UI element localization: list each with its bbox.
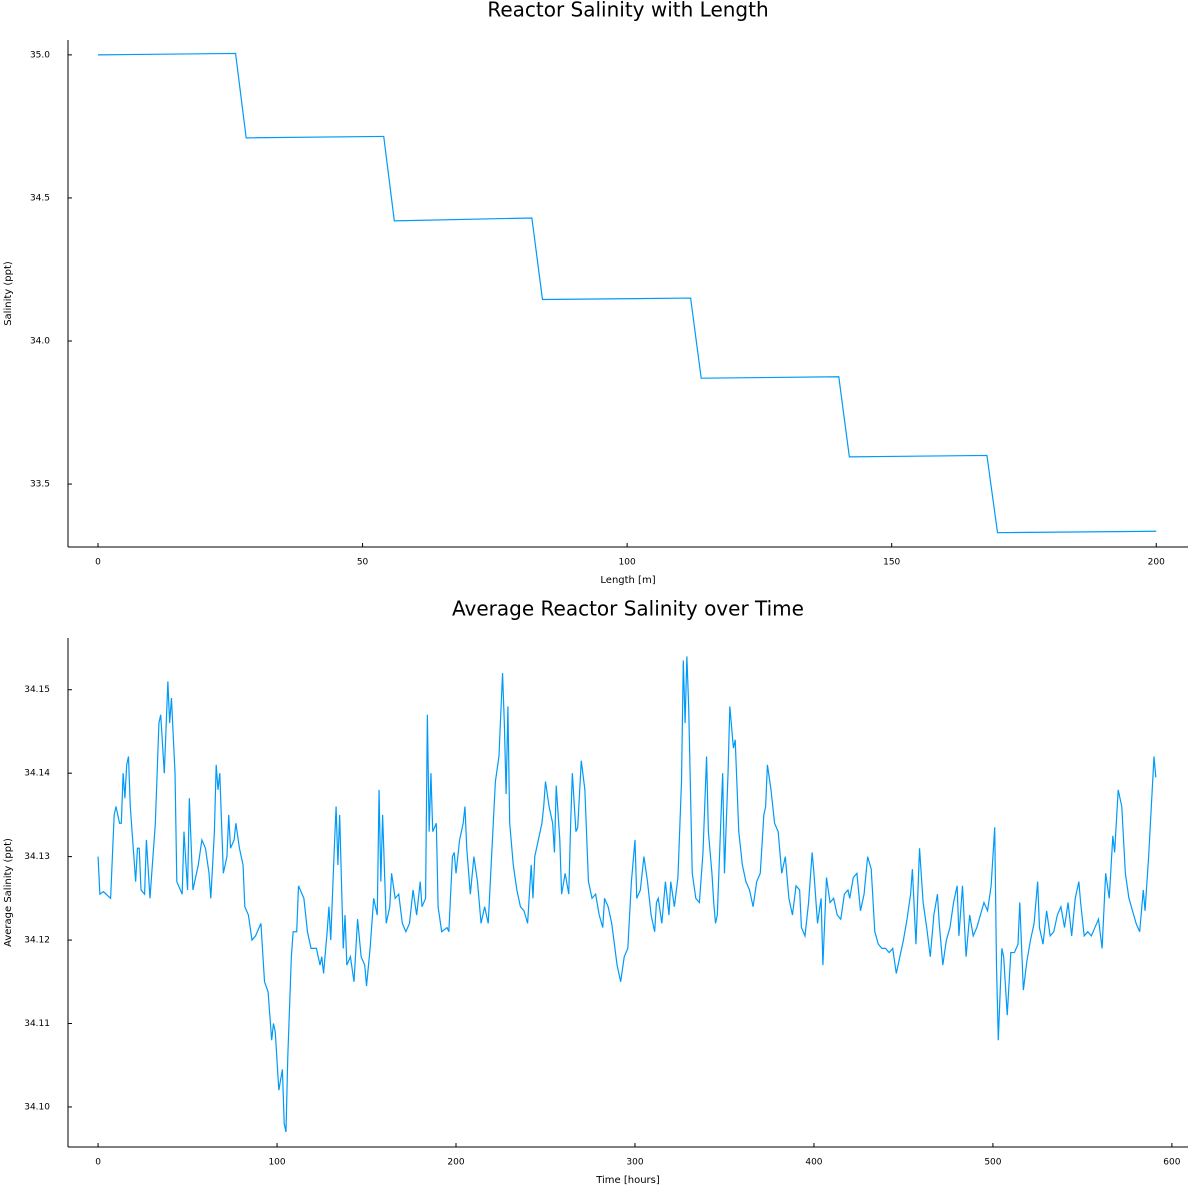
- x-tick-label: 100: [619, 558, 636, 568]
- y-tick-label: 34.5: [30, 193, 50, 203]
- y-tick-label: 34.14: [24, 769, 50, 779]
- x-axis-label: Time [hours]: [595, 1175, 660, 1186]
- chart-title: Reactor Salinity with Length: [487, 0, 768, 22]
- y-tick-label: 35.0: [30, 50, 50, 60]
- x-tick-label: 100: [268, 1158, 285, 1168]
- y-tick-label: 33.5: [30, 480, 50, 490]
- x-tick-label: 150: [883, 558, 900, 568]
- y-tick-label: 34.10: [24, 1102, 50, 1112]
- x-tick-label: 0: [95, 1158, 101, 1168]
- line-series: [97, 656, 1157, 1133]
- line-series: [97, 52, 1157, 534]
- y-tick-label: 34.11: [24, 1019, 50, 1029]
- x-tick-label: 0: [95, 558, 101, 568]
- y-tick-label: 34.0: [30, 336, 50, 346]
- x-tick-label: 500: [984, 1158, 1001, 1168]
- y-axis-label: Average Salinity (ppt): [3, 838, 14, 947]
- x-axis-label: Length [m]: [600, 575, 655, 586]
- y-tick-label: 34.13: [24, 852, 50, 862]
- y-axis-label: Salinity (ppt): [3, 261, 14, 326]
- x-tick-label: 200: [1148, 558, 1165, 568]
- x-tick-label: 50: [357, 558, 369, 568]
- chart-title: Average Reactor Salinity over Time: [452, 597, 804, 621]
- y-tick-label: 34.15: [24, 685, 50, 695]
- y-tick-label: 34.12: [24, 936, 50, 946]
- x-tick-label: 400: [805, 1158, 822, 1168]
- x-tick-label: 200: [447, 1158, 464, 1168]
- x-tick-label: 600: [1163, 1158, 1180, 1168]
- x-tick-label: 300: [626, 1158, 643, 1168]
